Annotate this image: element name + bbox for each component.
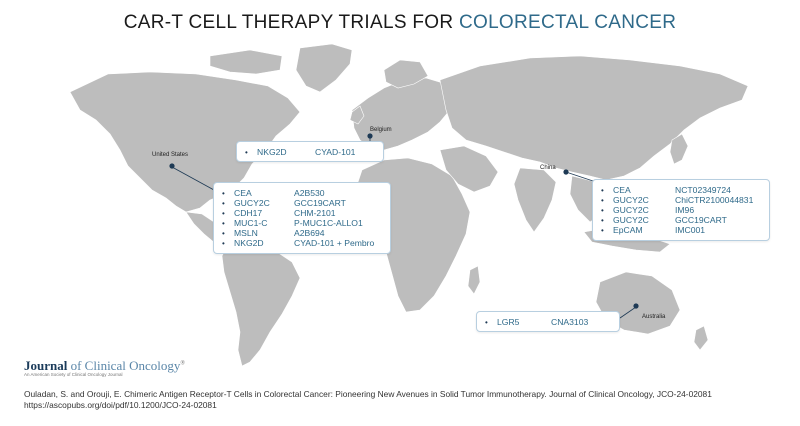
trial-product: GCC19CART — [675, 215, 727, 225]
bullet-icon: • — [485, 317, 488, 327]
trial-product: A2B694 — [294, 228, 325, 238]
trial-target: GUCY2C — [234, 198, 270, 208]
trial-target: MSLN — [234, 228, 258, 238]
us-dot — [169, 163, 175, 169]
journal-mark: ® — [180, 360, 185, 367]
label-china: China — [540, 165, 556, 171]
trial-row: • CEA A2B530 — [222, 188, 382, 198]
citation: Ouladan, S. and Orouji, E. Chimeric Anti… — [24, 389, 784, 411]
trial-product: CYAD-101 + Pembro — [294, 238, 375, 248]
bullet-icon: • — [222, 228, 225, 238]
trial-target: MUC1-C — [234, 218, 268, 228]
trial-target: GUCY2C — [613, 195, 649, 205]
title-accent: COLORECTAL CANCER — [458, 12, 677, 33]
trial-row: • NKG2D CYAD-101 — [245, 147, 375, 157]
trial-row: • CEA NCT02349724 — [601, 185, 761, 195]
citation-text: Ouladan, S. and Orouji, E. Chimeric Anti… — [24, 389, 712, 399]
panel-belgium: • NKG2D CYAD-101 — [236, 141, 384, 162]
trial-target: GUCY2C — [613, 215, 649, 225]
bullet-icon: • — [222, 218, 225, 228]
label-united-states: United States — [152, 152, 189, 158]
china-connector — [565, 171, 597, 183]
new-zealand — [693, 325, 709, 351]
trial-product: CNA3103 — [551, 317, 589, 327]
trial-product: CYAD-101 — [315, 147, 356, 157]
middle-east — [439, 145, 499, 193]
trial-target: NKG2D — [257, 147, 287, 157]
trial-product: IM96 — [675, 205, 695, 215]
trial-product: CHM-2101 — [294, 208, 336, 218]
greenland — [295, 43, 353, 93]
citation-url[interactable]: https://ascopubs.org/doi/pdf/10.1200/JCO… — [24, 400, 217, 410]
bullet-icon: • — [245, 147, 248, 157]
belgium-dot — [367, 133, 373, 139]
bullet-icon: • — [222, 188, 225, 198]
asia — [439, 55, 749, 181]
trial-target: CEA — [613, 185, 631, 195]
madagascar — [467, 265, 481, 295]
title-prefix: CAR-T CELL THERAPY TRIALS FOR — [123, 12, 459, 33]
bullet-icon: • — [222, 238, 225, 248]
trial-target: CDH17 — [234, 208, 263, 218]
trial-row: • GUCY2C ChiCTR2100044831 — [601, 195, 761, 205]
scandinavia — [383, 59, 429, 89]
page-title: CAR-T CELL THERAPY TRIALS FOR COLORECTAL… — [0, 12, 800, 34]
europe — [351, 77, 457, 151]
trial-row: • GUCY2C IM96 — [601, 205, 761, 215]
japan — [669, 133, 689, 165]
bullet-icon: • — [222, 208, 225, 218]
bullet-icon: • — [222, 198, 225, 208]
china-dot — [563, 169, 569, 175]
panel-china: • CEA NCT02349724 • GUCY2C ChiCTR2100044831 … — [592, 179, 770, 241]
trial-row: • MUC1-C P-MUC1C-ALLO1 — [222, 218, 382, 228]
journal-subtitle: An American Society of Clinical Oncology… — [24, 372, 123, 377]
trial-product: A2B530 — [294, 188, 325, 198]
trial-row: • CDH17 CHM-2101 — [222, 208, 382, 218]
us-connector — [171, 166, 215, 191]
trial-product: IMC001 — [675, 225, 706, 235]
trial-row: • LGR5 CNA3103 — [485, 317, 611, 327]
trial-target: EpCAM — [613, 225, 643, 235]
trial-row: • NKG2D CYAD-101 + Pembro — [222, 238, 382, 248]
journal-logo: Journal of Clinical Oncology® — [24, 358, 185, 374]
bullet-icon: • — [601, 205, 604, 215]
trial-product: P-MUC1C-ALLO1 — [294, 218, 363, 228]
australia-connector — [619, 306, 637, 319]
india — [513, 167, 557, 233]
trial-product: GCC19CART — [294, 198, 346, 208]
journal-name-bold: Journal — [24, 358, 68, 373]
panel-united-states: • CEA A2B530 • GUCY2C GCC19CART • CDH17 CHM-21… — [213, 182, 391, 254]
bullet-icon: • — [601, 215, 604, 225]
bullet-icon: • — [601, 195, 604, 205]
trial-product: NCT02349724 — [675, 185, 731, 195]
trial-row: • GUCY2C GCC19CART — [601, 215, 761, 225]
label-australia: Australia — [642, 314, 666, 320]
trial-target: CEA — [234, 188, 252, 198]
trial-product: ChiCTR2100044831 — [675, 195, 754, 205]
arctic-islands — [209, 49, 283, 75]
label-belgium: Belgium — [370, 127, 392, 133]
trial-target: GUCY2C — [613, 205, 649, 215]
journal-name-rest: of Clinical Oncology — [67, 358, 181, 373]
trial-target: LGR5 — [497, 317, 520, 327]
trial-row: • EpCAM IMC001 — [601, 225, 761, 235]
australia-dot — [633, 303, 639, 309]
bullet-icon: • — [601, 225, 604, 235]
trial-row: • GUCY2C GCC19CART — [222, 198, 382, 208]
trial-target: NKG2D — [234, 238, 264, 248]
uk — [349, 105, 365, 125]
location-dots — [169, 133, 639, 309]
bullet-icon: • — [601, 185, 604, 195]
panel-australia: • LGR5 CNA3103 — [476, 311, 620, 332]
trial-row: • MSLN A2B694 — [222, 228, 382, 238]
south-america — [221, 241, 301, 367]
